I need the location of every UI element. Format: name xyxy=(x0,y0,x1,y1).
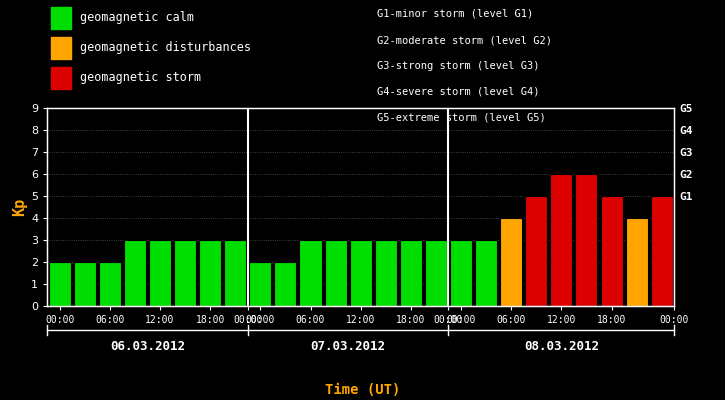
Bar xyxy=(149,240,171,306)
Bar xyxy=(450,240,472,306)
Bar xyxy=(224,240,247,306)
Bar xyxy=(325,240,347,306)
Bar xyxy=(74,262,96,306)
Bar xyxy=(650,196,673,306)
Bar xyxy=(174,240,196,306)
Bar xyxy=(124,240,146,306)
Bar xyxy=(500,218,522,306)
Bar xyxy=(425,240,447,306)
Bar xyxy=(199,240,221,306)
Bar xyxy=(49,262,71,306)
Text: geomagnetic storm: geomagnetic storm xyxy=(80,72,201,84)
Bar xyxy=(375,240,397,306)
Text: geomagnetic calm: geomagnetic calm xyxy=(80,12,194,24)
Bar xyxy=(475,240,497,306)
Bar xyxy=(550,174,573,306)
Text: 07.03.2012: 07.03.2012 xyxy=(310,340,386,352)
Bar xyxy=(274,262,297,306)
Bar xyxy=(525,196,547,306)
Bar xyxy=(349,240,372,306)
Text: geomagnetic disturbances: geomagnetic disturbances xyxy=(80,42,251,54)
Text: G1-minor storm (level G1): G1-minor storm (level G1) xyxy=(377,9,534,19)
Bar xyxy=(299,240,322,306)
Bar xyxy=(249,262,271,306)
Text: Time (UT): Time (UT) xyxy=(325,383,400,397)
Text: G3-strong storm (level G3): G3-strong storm (level G3) xyxy=(377,61,539,71)
Bar xyxy=(399,240,422,306)
Bar xyxy=(600,196,623,306)
Text: G2-moderate storm (level G2): G2-moderate storm (level G2) xyxy=(377,35,552,45)
Y-axis label: Kp: Kp xyxy=(12,198,27,216)
Bar xyxy=(626,218,647,306)
Bar xyxy=(576,174,597,306)
Text: G4-severe storm (level G4): G4-severe storm (level G4) xyxy=(377,87,539,97)
Text: 08.03.2012: 08.03.2012 xyxy=(524,340,599,352)
Bar xyxy=(99,262,121,306)
Text: 06.03.2012: 06.03.2012 xyxy=(110,340,185,352)
Text: G5-extreme storm (level G5): G5-extreme storm (level G5) xyxy=(377,113,546,123)
